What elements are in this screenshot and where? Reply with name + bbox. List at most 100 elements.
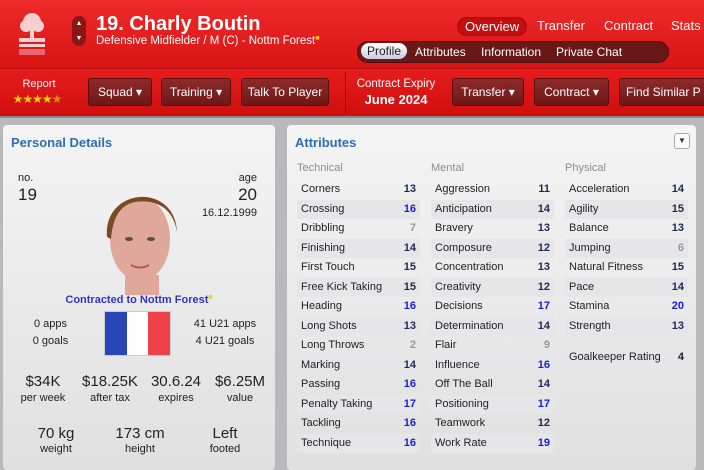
attribute-row[interactable]: Influence 16	[431, 355, 554, 375]
no-label: no.	[18, 172, 34, 184]
stat-value: 30.6.24	[150, 373, 202, 390]
attribute-value: 16	[403, 436, 416, 449]
attribute-name: Bravery	[435, 222, 473, 234]
body-value: Left	[212, 425, 238, 442]
attribute-value: 17	[537, 300, 550, 312]
attribute-row[interactable]: Free Kick Taking 15	[297, 277, 420, 297]
attribute-value: 14	[671, 280, 684, 293]
divider	[345, 72, 346, 114]
attribute-row[interactable]: Creativity 12	[431, 277, 554, 297]
attribute-row[interactable]: Bravery 13	[431, 219, 554, 239]
find-similar-button[interactable]: Find Similar P	[619, 78, 704, 106]
attribute-name: Technique	[301, 436, 352, 449]
attribute-row[interactable]: Anticipation 14	[431, 199, 554, 219]
attribute-row[interactable]: Acceleration 14	[565, 180, 688, 200]
squad-button[interactable]: Squad ▾	[88, 78, 152, 106]
talk-to-player-button[interactable]: Talk To Player	[241, 78, 329, 106]
attribute-row[interactable]: Finishing 14	[297, 238, 420, 258]
options-dropdown-button[interactable]: ▼	[674, 133, 690, 149]
attribute-row[interactable]: Positioning 17	[431, 394, 554, 414]
attribute-row[interactable]: Flair 9	[431, 336, 554, 356]
report-label: Report	[22, 78, 56, 90]
subtab-private-chat[interactable]: Private Chat	[556, 45, 623, 59]
tab-stats[interactable]: Stats	[671, 18, 701, 33]
attribute-row[interactable]: Off The Ball 14	[431, 375, 554, 395]
contract-button[interactable]: Contract ▾	[534, 78, 609, 106]
attribute-row[interactable]: Natural Fitness 15	[565, 258, 688, 278]
attribute-name: Determination	[435, 319, 504, 332]
transfer-button[interactable]: Transfer ▾	[452, 78, 524, 106]
tab-overview[interactable]: Overview	[457, 17, 528, 36]
stat-label: value	[226, 392, 254, 404]
attribute-row[interactable]: Stamina 20	[565, 297, 688, 317]
attribute-name: Anticipation	[435, 202, 492, 215]
attribute-name: Work Rate	[435, 436, 487, 449]
attribute-row[interactable]: Tackling 16	[297, 414, 420, 434]
subtab-profile[interactable]: Profile	[361, 43, 408, 59]
training-button[interactable]: Training ▾	[161, 78, 231, 106]
attribute-row[interactable]: Passing 16	[297, 375, 420, 395]
attribute-row[interactable]: Long Shots 13	[297, 316, 420, 336]
attribute-name: Influence	[435, 358, 480, 371]
tab-contract[interactable]: Contract	[604, 18, 654, 33]
attribute-name: Creativity	[435, 280, 481, 293]
attribute-row[interactable]: Balance 13	[565, 219, 688, 239]
attribute-value: 12	[537, 280, 550, 293]
attribute-value: 12	[537, 241, 550, 254]
club-crest-logo	[19, 13, 45, 55]
gk-value: 4	[677, 351, 684, 363]
attribute-row[interactable]: Crossing 16	[297, 199, 420, 219]
column-header: Mental	[431, 162, 465, 174]
attribute-name: Balance	[569, 222, 609, 234]
attribute-row[interactable]: Corners 13	[297, 180, 420, 200]
attribute-row[interactable]: Aggression 11	[431, 180, 554, 200]
attribute-row[interactable]: Technique 16	[297, 433, 420, 453]
age-label: age	[238, 172, 257, 184]
attribute-value: 13	[403, 183, 416, 195]
body-value: 173 cm	[115, 425, 165, 442]
attribute-row[interactable]: Decisions 17	[431, 297, 554, 317]
attribute-row[interactable]: Teamwork 12	[431, 414, 554, 434]
attribute-name: Aggression	[435, 183, 491, 195]
tab-transfer[interactable]: Transfer	[537, 18, 585, 33]
attribute-row[interactable]: Heading 16	[297, 297, 420, 317]
attribute-row[interactable]: Marking 14	[297, 355, 420, 375]
body-label: weight	[40, 443, 72, 455]
attribute-value: 15	[403, 280, 416, 293]
attribute-row[interactable]: Dribbling 7	[297, 219, 420, 239]
attribute-row[interactable]: Composure 12	[431, 238, 554, 258]
attribute-value: 14	[671, 183, 684, 195]
player-face-image	[106, 196, 177, 295]
subtab-information[interactable]: Information	[481, 45, 542, 59]
attribute-name: Dribbling	[301, 222, 345, 234]
attribute-row[interactable]: First Touch 15	[297, 258, 420, 278]
attribute-value: 15	[671, 261, 684, 273]
u21-apps: 41 U21 apps	[193, 318, 257, 330]
attribute-row[interactable]: Long Throws 2	[297, 336, 420, 356]
attribute-row[interactable]: Determination 14	[431, 316, 554, 336]
attribute-name: Crossing	[301, 202, 345, 215]
attribute-row[interactable]: Concentration 13	[431, 258, 554, 278]
attribute-row[interactable]: Jumping 6	[565, 238, 688, 258]
report-stars[interactable]: ★★★★★	[12, 92, 63, 106]
attribute-value: 14	[537, 319, 550, 332]
attribute-value: 16	[537, 358, 550, 371]
attribute-row[interactable]: Penalty Taking 17	[297, 394, 420, 414]
attribute-column-mental: Mental Aggression 11 Anticipation 14 Bravery 1…	[431, 162, 554, 453]
stat-value: $6.25M	[214, 373, 266, 390]
attribute-row[interactable]: Strength 13	[565, 316, 688, 336]
date-of-birth: 16.12.1999	[201, 207, 257, 219]
player-prev-next-arrows[interactable]: ▲ ▼	[72, 16, 86, 46]
attribute-row[interactable]: Work Rate 19	[431, 433, 554, 453]
panel-title: Personal Details	[11, 135, 113, 150]
contracted-to-link[interactable]: Contracted to Nottm Forest■	[65, 294, 213, 306]
attribute-row[interactable]: Agility 15	[565, 199, 688, 219]
attribute-value: 19	[537, 436, 550, 449]
player-name: 19. Charly Boutin	[96, 13, 261, 35]
attribute-row[interactable]: Pace 14	[565, 277, 688, 297]
subtab-attributes[interactable]: Attributes	[415, 45, 466, 59]
attribute-name: Marking	[301, 358, 341, 371]
age: 20	[238, 185, 257, 204]
attribute-value: 7	[409, 222, 416, 234]
body-value: 70 kg	[37, 425, 75, 442]
